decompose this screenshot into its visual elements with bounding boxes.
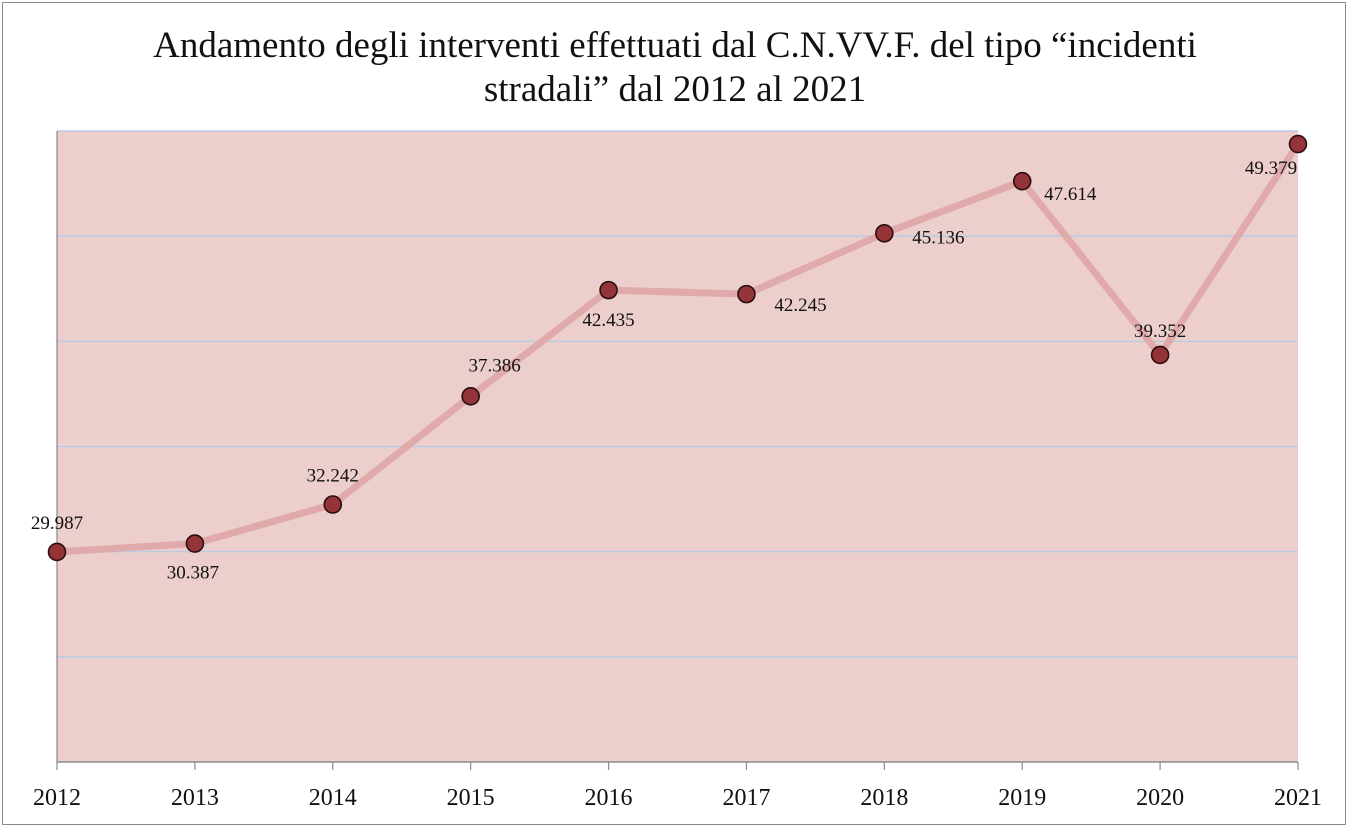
x-axis: 2012 2013 2014 2015 2016 2017 2018 2019 2020 2021 (33, 131, 1322, 811)
x-tick-label: 2018 (860, 785, 908, 811)
chart-title-line-1: Andamento degli interventi effettuati da… (153, 25, 1197, 66)
data-point (1288, 134, 1308, 154)
data-point (875, 224, 894, 243)
series-line (53, 140, 1302, 556)
x-tick-label: 2019 (998, 785, 1046, 811)
x-tick-label: 2013 (171, 785, 219, 811)
data-label: 32.242 (307, 466, 359, 487)
series-line-layer (53, 140, 1302, 556)
x-tick-label: 2020 (1136, 785, 1184, 811)
data-label: 39.352 (1134, 321, 1186, 342)
data-points (47, 134, 1308, 562)
gridlines (57, 130, 1298, 658)
data-label: 49.379 (1245, 158, 1297, 179)
data-point (1150, 345, 1170, 365)
chart-title: Andamento degli interventi effettuati da… (0, 24, 1350, 112)
data-point (737, 284, 756, 304)
data-point (323, 495, 343, 514)
x-tick-label: 2016 (585, 785, 633, 811)
x-tick-label: 2014 (309, 785, 357, 811)
data-point (185, 534, 205, 553)
data-label: 30.387 (167, 563, 219, 584)
data-point (47, 542, 67, 562)
data-label: 45.136 (912, 227, 964, 248)
data-labels: 29.987 30.387 32.242 37.386 42.435 42.245 45.1… (31, 158, 1297, 583)
data-label: 29.987 (31, 513, 83, 534)
x-tick-label: 2017 (722, 785, 770, 811)
data-label: 47.614 (1044, 184, 1097, 205)
data-label: 42.245 (774, 295, 826, 316)
data-point (1012, 171, 1032, 191)
data-label: 42.435 (582, 310, 634, 331)
x-tick-label: 2015 (447, 785, 495, 811)
x-tick-label: 2021 (1274, 785, 1322, 811)
data-point (599, 280, 618, 300)
chart-title-line-2: stradali” dal 2012 al 2021 (483, 69, 867, 110)
data-point (461, 387, 480, 406)
x-tick-label: 2012 (33, 785, 81, 811)
data-label: 37.386 (469, 355, 521, 376)
